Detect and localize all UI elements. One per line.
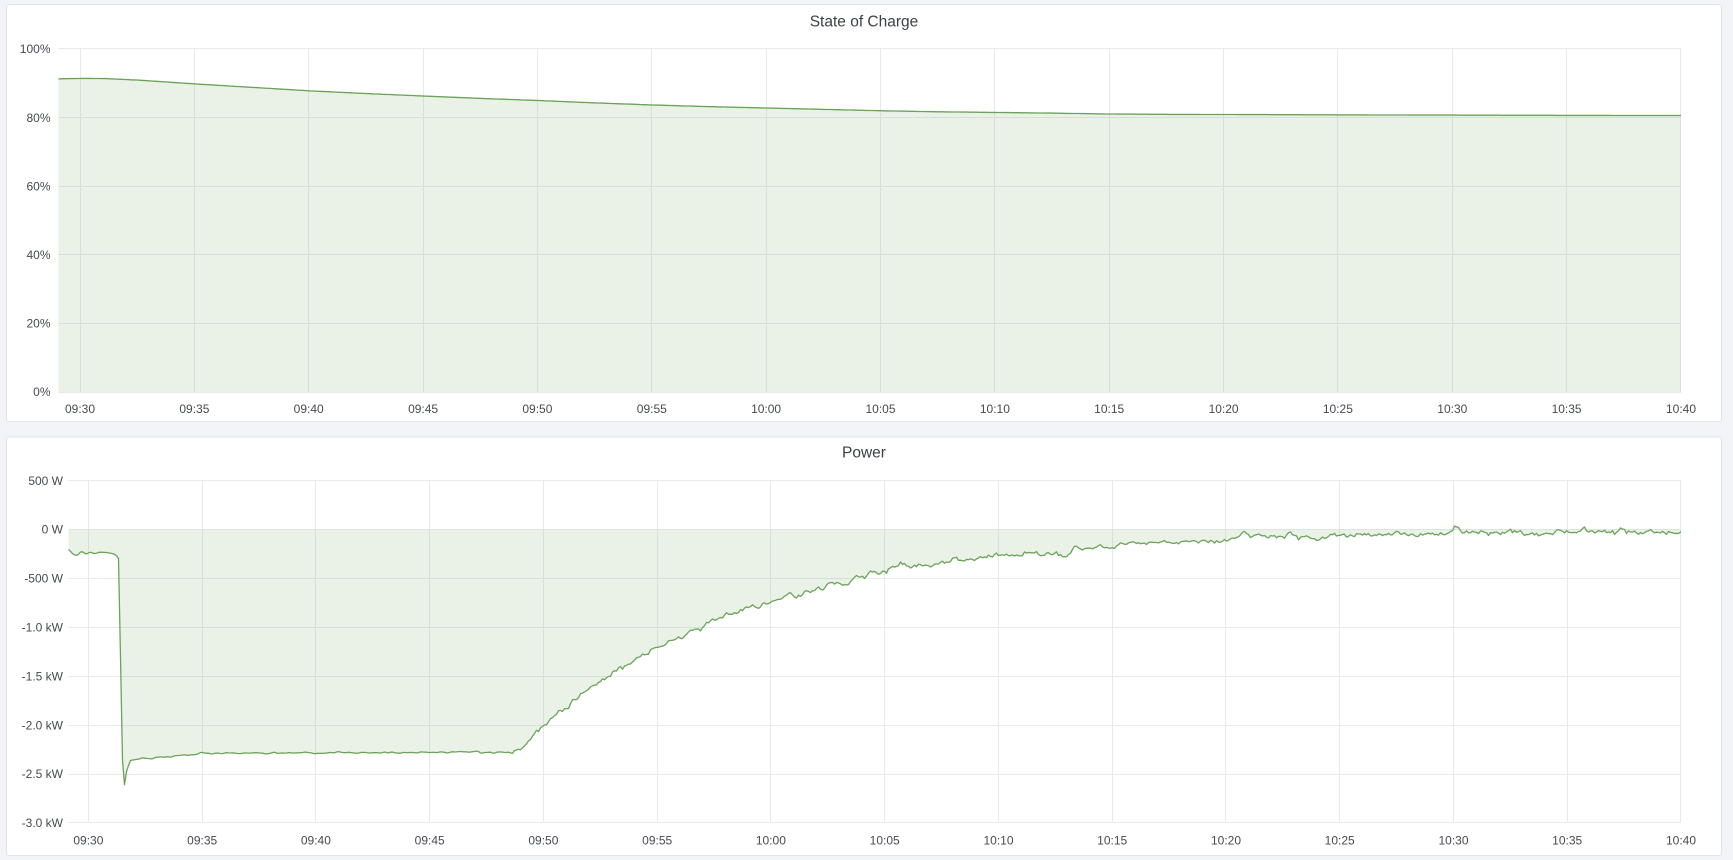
svg-text:10:35: 10:35 — [1552, 834, 1582, 848]
svg-text:Power: Power — [842, 445, 886, 462]
svg-text:500 W: 500 W — [28, 474, 63, 488]
svg-text:-3.0 kW: -3.0 kW — [22, 816, 64, 830]
svg-text:10:40: 10:40 — [1666, 834, 1696, 848]
svg-text:09:35: 09:35 — [179, 402, 209, 416]
svg-text:09:35: 09:35 — [187, 834, 217, 848]
svg-text:09:55: 09:55 — [637, 402, 667, 416]
svg-text:10:25: 10:25 — [1323, 402, 1353, 416]
svg-text:-2.0 kW: -2.0 kW — [22, 718, 64, 732]
svg-text:09:40: 09:40 — [294, 402, 324, 416]
svg-text:09:50: 09:50 — [522, 402, 552, 416]
svg-text:10:10: 10:10 — [980, 402, 1010, 416]
svg-text:10:05: 10:05 — [865, 402, 895, 416]
svg-text:80%: 80% — [26, 111, 50, 125]
svg-text:10:20: 10:20 — [1209, 402, 1239, 416]
svg-text:10:30: 10:30 — [1438, 834, 1468, 848]
svg-text:09:55: 09:55 — [642, 834, 672, 848]
svg-text:09:45: 09:45 — [408, 402, 438, 416]
svg-text:09:40: 09:40 — [301, 834, 331, 848]
svg-text:40%: 40% — [26, 248, 50, 262]
svg-text:60%: 60% — [26, 179, 50, 193]
svg-text:10:15: 10:15 — [1097, 834, 1127, 848]
svg-text:10:40: 10:40 — [1666, 402, 1696, 416]
svg-text:-1.5 kW: -1.5 kW — [22, 669, 64, 683]
svg-text:0 W: 0 W — [42, 523, 64, 537]
svg-text:09:45: 09:45 — [415, 834, 445, 848]
svg-text:10:15: 10:15 — [1094, 402, 1124, 416]
svg-text:0%: 0% — [33, 385, 51, 399]
svg-text:10:00: 10:00 — [756, 834, 786, 848]
svg-text:09:30: 09:30 — [65, 402, 95, 416]
svg-text:20%: 20% — [26, 317, 50, 331]
svg-text:10:20: 10:20 — [1211, 834, 1241, 848]
svg-text:10:35: 10:35 — [1552, 402, 1582, 416]
svg-text:10:30: 10:30 — [1437, 402, 1467, 416]
svg-text:-2.5 kW: -2.5 kW — [22, 767, 64, 781]
svg-text:10:00: 10:00 — [751, 402, 781, 416]
svg-text:-500 W: -500 W — [24, 572, 63, 586]
svg-text:10:25: 10:25 — [1325, 834, 1355, 848]
svg-text:100%: 100% — [20, 42, 51, 56]
svg-text:-1.0 kW: -1.0 kW — [22, 621, 64, 635]
svg-text:10:05: 10:05 — [870, 834, 900, 848]
svg-text:09:50: 09:50 — [528, 834, 558, 848]
svg-text:State of Charge: State of Charge — [810, 14, 919, 31]
svg-text:10:10: 10:10 — [983, 834, 1013, 848]
svg-text:09:30: 09:30 — [73, 834, 103, 848]
